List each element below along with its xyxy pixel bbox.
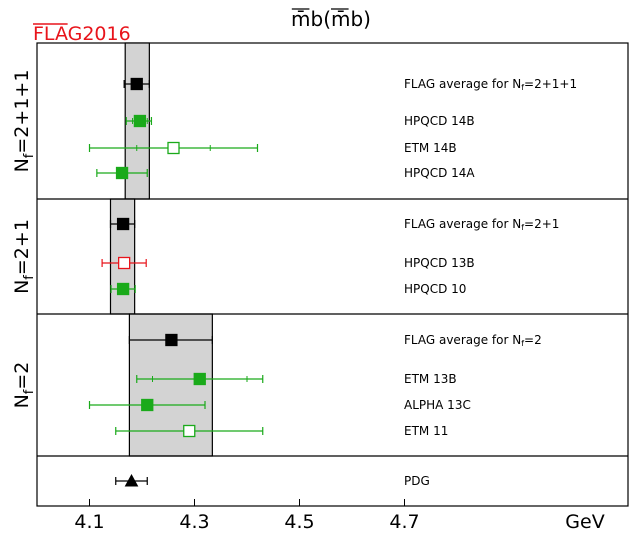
x-tick-label: 4.7	[389, 511, 419, 533]
plot-frame	[36, 42, 629, 507]
entry-label: ETM 13B	[404, 372, 457, 386]
flag-brand: FLAG2016	[33, 23, 131, 45]
entry-label: HPQCD 14B	[404, 114, 475, 128]
marker-filled-square	[116, 217, 130, 231]
data-point: HPQCD 14A	[96, 166, 475, 180]
entry-label: ETM 14B	[404, 141, 457, 155]
entry-label: HPQCD 13B	[404, 256, 475, 270]
data-point: ALPHA 13C	[88, 398, 471, 412]
entry-label: PDG	[404, 474, 430, 488]
marker-filled-square	[115, 166, 129, 180]
x-tick-label: 4.3	[179, 511, 209, 533]
marker-filled-square	[141, 398, 154, 412]
panel-label: Nf=2+1+1	[11, 70, 37, 173]
data-point: FLAG average for Nf=2+1	[109, 217, 559, 232]
entry-label: FLAG average for Nf=2+1+1	[404, 77, 577, 92]
marker-filled-square	[133, 114, 147, 128]
data-point: FLAG average for Nf=2+1+1	[123, 77, 577, 92]
marker-filled-square	[193, 372, 206, 386]
plot-area: Nf=2+1+1 FLAG average for Nf=2+1+1 HPQCD 1…	[11, 8, 629, 533]
panel-label: Nf=2+1	[11, 219, 37, 294]
data-point: HPQCD 10	[110, 282, 466, 296]
flag-average-band	[109, 198, 136, 315]
marker-triangle	[124, 473, 139, 487]
marker-open-square	[183, 424, 196, 438]
entry-label: HPQCD 10	[404, 282, 466, 296]
entry-label: FLAG average for Nf=2+1	[404, 217, 559, 232]
data-point: PDG	[115, 473, 430, 488]
marker-filled-square	[116, 282, 130, 296]
entry-label: FLAG average for Nf=2	[404, 333, 542, 348]
marker-open-square	[118, 256, 131, 270]
panel-4: PDG	[37, 455, 628, 488]
entry-label: ETM 11	[404, 424, 448, 438]
panel-1: Nf=2+1+1 FLAG average for Nf=2+1+1 HPQCD 1…	[11, 42, 577, 200]
flag-brand-prefix: FLA	[33, 23, 68, 45]
data-point: HPQCD 13B	[101, 256, 475, 270]
chart-title: m̄b(m̄b)	[291, 7, 371, 31]
panel-3: Nf=2 FLAG average for Nf=2 ETM 13B ALPHA 13…	[11, 313, 628, 457]
data-point: HPQCD 14B	[125, 114, 475, 128]
x-axis: 4.1 4.3 4.5 4.7 GeV	[74, 499, 605, 533]
marker-filled-square	[130, 77, 143, 91]
entry-label: ALPHA 13C	[404, 398, 471, 412]
panel-label: Nf=2	[11, 362, 37, 409]
data-point: ETM 13B	[136, 372, 457, 386]
x-tick-label: 4.5	[284, 511, 314, 533]
x-tick-label: 4.1	[74, 511, 104, 533]
data-point: FLAG average for Nf=2	[128, 333, 542, 348]
flag-brand-suffix: G2016	[68, 23, 131, 45]
data-point: ETM 11	[115, 424, 448, 438]
entry-label: HPQCD 14A	[404, 166, 475, 180]
x-axis-label: GeV	[565, 511, 604, 533]
marker-filled-square	[165, 333, 178, 347]
flag-brand-label: FLAG2016	[33, 23, 131, 45]
panel-2: Nf=2+1 FLAG average for Nf=2+1 HPQCD 13B HP…	[11, 198, 628, 315]
marker-open-square	[167, 141, 180, 155]
data-point: ETM 14B	[88, 141, 457, 155]
